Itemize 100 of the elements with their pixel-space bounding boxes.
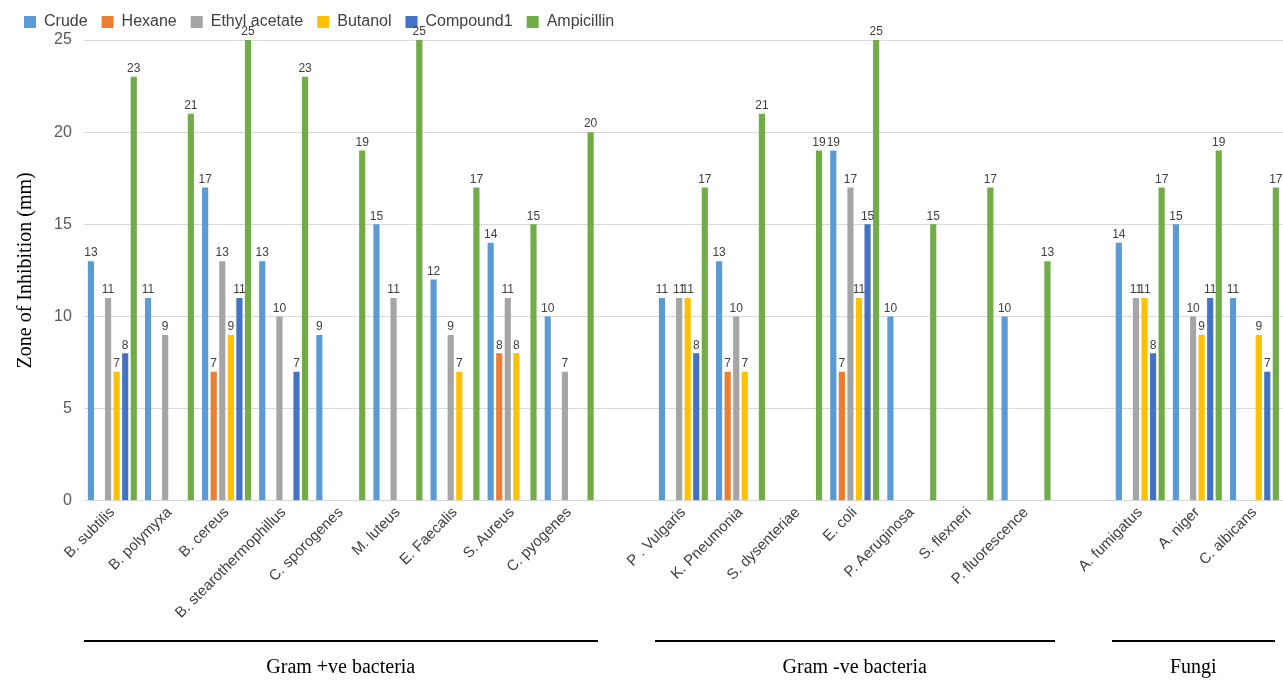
bar xyxy=(227,334,234,501)
bar xyxy=(855,298,863,501)
data-label: 7 xyxy=(1263,356,1271,371)
bar xyxy=(1172,224,1180,501)
text: Fungi xyxy=(1169,655,1217,678)
data-label: 17 xyxy=(1154,171,1169,186)
data-label: 13 xyxy=(84,245,98,260)
bar xyxy=(236,298,243,501)
bar xyxy=(373,224,380,501)
data-label: 14 xyxy=(483,227,498,242)
data-label: 13 xyxy=(215,245,230,260)
bar xyxy=(144,298,152,501)
bar xyxy=(830,150,837,501)
data-label: 8 xyxy=(121,337,129,352)
bar xyxy=(504,298,511,501)
bar xyxy=(202,187,209,501)
bar xyxy=(930,224,937,501)
data-label: 21 xyxy=(755,98,769,113)
data-label: 10 xyxy=(883,300,898,315)
data-label: 9 xyxy=(447,319,455,334)
bar xyxy=(130,76,137,501)
data-label: 19 xyxy=(812,134,827,149)
bar xyxy=(104,298,112,501)
bar xyxy=(473,187,480,501)
data-label: 11 xyxy=(233,282,246,297)
data-label: 8 xyxy=(1149,337,1157,352)
y-tick-label: 20 xyxy=(54,122,72,140)
bar xyxy=(513,353,520,501)
legend-label: Ampicillin xyxy=(546,12,615,30)
bar xyxy=(741,371,748,501)
data-label: 14 xyxy=(1112,227,1126,242)
data-label: 12 xyxy=(426,263,441,278)
data-label: 25 xyxy=(869,24,884,39)
data-label: 7 xyxy=(724,356,732,371)
bar xyxy=(496,353,503,501)
data-label: 7 xyxy=(741,356,749,371)
bar xyxy=(530,224,537,501)
legend-label: Butanol xyxy=(337,12,392,30)
data-label: 17 xyxy=(843,171,858,186)
data-label: 8 xyxy=(692,337,700,352)
data-label: 15 xyxy=(526,208,541,223)
data-label: 15 xyxy=(1169,208,1183,223)
data-label: 9 xyxy=(316,319,324,334)
data-label: 8 xyxy=(495,337,503,352)
data-label: 20 xyxy=(583,116,598,131)
bar xyxy=(430,279,437,501)
data-label: 9 xyxy=(227,319,235,334)
data-label: 19 xyxy=(1212,134,1226,149)
bar xyxy=(359,150,366,501)
bar xyxy=(1272,187,1279,501)
bar xyxy=(390,298,397,501)
bar xyxy=(1198,334,1205,501)
bar xyxy=(210,371,217,501)
data-label: 17 xyxy=(983,171,998,186)
data-label: 11 xyxy=(387,282,401,297)
bar xyxy=(724,371,731,501)
data-label: 23 xyxy=(298,61,313,76)
data-label: 8 xyxy=(513,337,521,352)
data-label: 9 xyxy=(161,319,169,334)
bar xyxy=(122,353,129,501)
data-label: 9 xyxy=(1255,319,1263,334)
data-label: 15 xyxy=(926,208,941,223)
text: Gram -ve bacteria xyxy=(782,655,927,678)
bar xyxy=(456,371,463,501)
bar xyxy=(684,298,691,501)
data-label: 23 xyxy=(127,61,141,76)
bar xyxy=(1001,316,1008,501)
data-label: 7 xyxy=(210,356,218,371)
bar xyxy=(693,353,700,501)
data-label: 11 xyxy=(101,282,115,297)
y-tick-label: 0 xyxy=(62,491,72,509)
bar xyxy=(561,371,568,501)
data-label: 11 xyxy=(852,282,866,297)
bar xyxy=(658,298,666,501)
bar xyxy=(1044,261,1051,501)
data-label: 13 xyxy=(1040,245,1055,260)
data-label: 10 xyxy=(272,300,287,315)
data-label: 7 xyxy=(455,356,463,371)
bar xyxy=(219,261,226,501)
bar xyxy=(587,132,594,501)
data-label: 7 xyxy=(561,356,569,371)
bar xyxy=(716,261,723,501)
bar xyxy=(1158,187,1165,501)
bar xyxy=(293,371,300,501)
bar xyxy=(162,334,169,501)
bar xyxy=(1132,298,1140,501)
bar xyxy=(447,334,454,501)
y-axis-title: Zone of Inhibition (mm) xyxy=(13,172,37,369)
data-label: 19 xyxy=(826,134,841,149)
y-tick-label: 5 xyxy=(62,399,72,416)
bar xyxy=(1229,298,1237,501)
data-label: 10 xyxy=(729,300,744,315)
bar xyxy=(1207,298,1214,501)
legend-label: Crude xyxy=(44,12,88,30)
data-label: 17 xyxy=(469,171,484,186)
bar xyxy=(187,113,194,501)
data-label: 7 xyxy=(838,356,846,371)
bar xyxy=(1189,316,1197,501)
bar xyxy=(302,76,309,501)
text: Gram +ve bacteria xyxy=(266,655,416,678)
